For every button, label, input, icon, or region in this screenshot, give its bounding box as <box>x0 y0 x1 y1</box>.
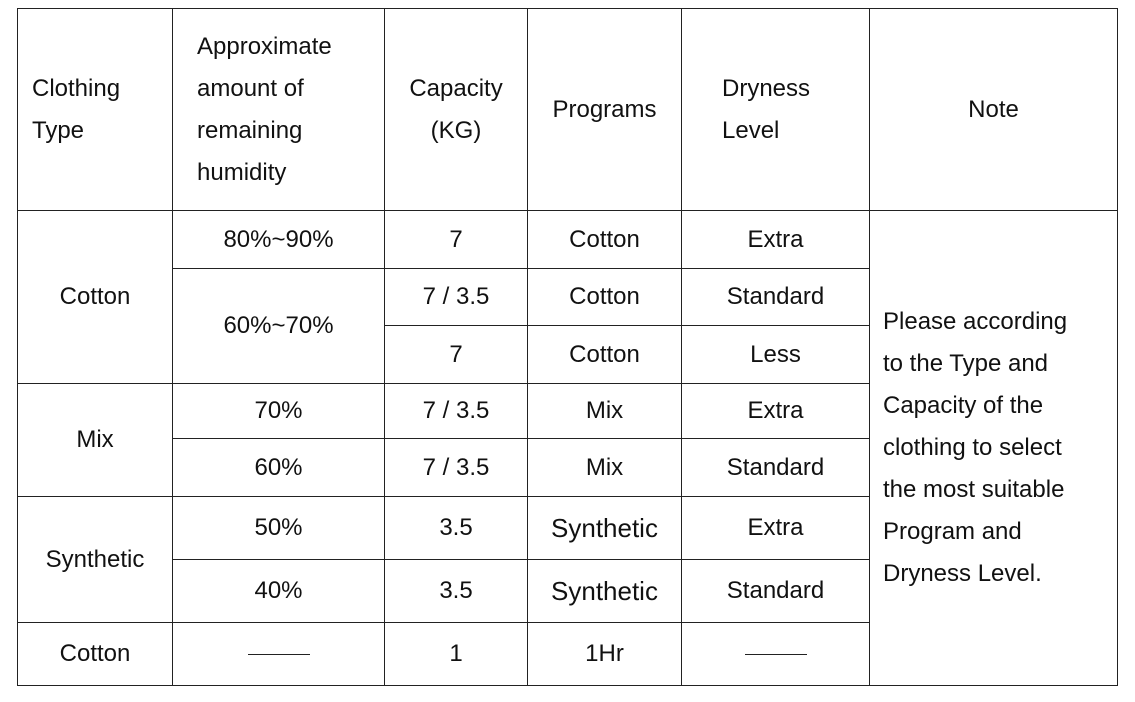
header-clothing-type-line2: Type <box>32 116 85 144</box>
dryness-cell: Standard <box>681 559 870 623</box>
header-clothing-type: Clothing Type <box>17 8 173 211</box>
capacity-cell: 1 <box>384 622 528 686</box>
note-line: Dryness Level. <box>883 560 1042 587</box>
table-row: Mix 70% 7 / 3.5 Mix Extra <box>17 383 1118 497</box>
type-cell-mix: Mix <box>17 383 173 497</box>
humidity-cell: 40% <box>172 559 385 623</box>
drying-program-table: Clothing Type Approximate amount of rema… <box>17 8 1118 686</box>
header-humidity-line2: amount of <box>197 74 304 102</box>
dryness-cell: Extra <box>681 383 870 439</box>
program-cell: Cotton <box>527 210 682 269</box>
header-programs: Programs <box>527 8 682 211</box>
header-programs-label: Programs <box>552 95 657 123</box>
capacity-cell: 7 / 3.5 <box>384 268 528 326</box>
capacity-cell: 7 <box>384 325 528 384</box>
header-capacity-line2: (KG) <box>430 116 482 144</box>
header-dryness-line1: Dryness <box>722 74 811 102</box>
header-humidity-line4: humidity <box>197 158 287 186</box>
program-cell: Synthetic <box>527 559 682 623</box>
note-line: to the Type and <box>883 350 1049 377</box>
humidity-cell-empty <box>172 622 385 686</box>
program-cell: Mix <box>527 383 682 439</box>
dryness-cell-empty <box>681 622 870 686</box>
header-note: Note <box>869 8 1118 211</box>
header-capacity-line1: Capacity <box>409 74 503 102</box>
humidity-cell: 50% <box>172 496 385 560</box>
note-line: the most suitable <box>883 476 1065 503</box>
note-line: Please according <box>883 308 1068 335</box>
header-humidity-line3: remaining <box>197 116 303 144</box>
type-cell-cotton: Cotton <box>17 210 173 384</box>
dash-line <box>247 654 310 656</box>
note-line: clothing to select <box>883 434 1062 461</box>
humidity-cell: 60% <box>172 438 385 497</box>
header-capacity: Capacity (KG) <box>384 8 528 211</box>
dryness-cell: Standard <box>681 268 870 326</box>
capacity-cell: 7 / 3.5 <box>384 383 528 439</box>
note-line: Capacity of the <box>883 392 1044 419</box>
program-cell: 1Hr <box>527 622 682 686</box>
note-cell: Please according to the Type and Capacit… <box>869 210 1118 686</box>
header-dryness: Dryness Level <box>681 8 870 211</box>
humidity-cell: 80%~90% <box>172 210 385 269</box>
capacity-cell: 7 / 3.5 <box>384 438 528 497</box>
table-row: 7 Cotton Less <box>18 325 1118 384</box>
program-cell: Mix <box>527 438 682 497</box>
table-row: Cotton 1 1Hr <box>17 622 1118 686</box>
note-line: Program and <box>883 518 1022 545</box>
dryness-cell: Less <box>681 325 870 384</box>
dryness-cell: Extra <box>681 496 870 560</box>
header-dryness-line2: Level <box>722 116 780 144</box>
program-cell: Cotton <box>527 325 682 384</box>
program-cell: Cotton <box>527 268 682 326</box>
header-row: Clothing Type Approximate amount of rema… <box>17 8 1118 211</box>
type-cell-synthetic: Synthetic <box>17 496 173 623</box>
capacity-cell: 3.5 <box>384 496 528 560</box>
dash-line <box>744 654 807 656</box>
capacity-cell: 3.5 <box>384 559 528 623</box>
table-row: Cotton 80%~90% 7 Cotton Extra Please acc… <box>17 210 1118 686</box>
header-note-label: Note <box>968 95 1019 123</box>
header-clothing-type-line1: Clothing <box>32 74 121 102</box>
humidity-cell: 70% <box>172 383 385 439</box>
dryness-cell: Extra <box>681 210 870 269</box>
header-humidity-line1: Approximate <box>197 32 332 60</box>
header-humidity: Approximate amount of remaining humidity <box>172 8 385 211</box>
table-row: Synthetic 50% 3.5 Synthetic Extra <box>17 496 1118 623</box>
humidity-cell: 60%~70% <box>172 268 385 384</box>
capacity-cell: 7 <box>384 210 528 269</box>
type-cell-cotton-timed: Cotton <box>17 622 173 686</box>
table-row: 40% 3.5 Synthetic Standard <box>18 559 1118 623</box>
program-cell: Synthetic <box>527 496 682 560</box>
dryness-cell: Standard <box>681 438 870 497</box>
